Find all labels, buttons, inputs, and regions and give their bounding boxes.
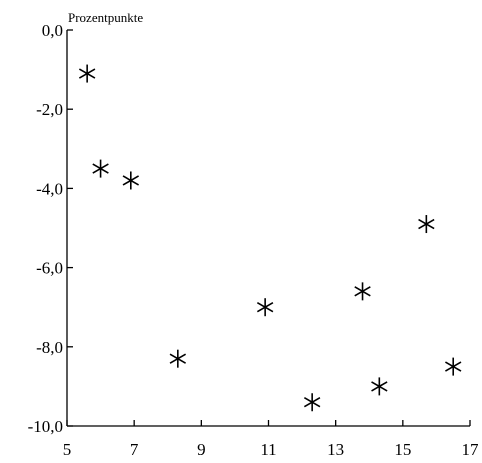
x-tick-label: 15 — [394, 440, 411, 459]
x-tick-label: 17 — [462, 440, 480, 459]
y-tick-label: 0,0 — [42, 21, 63, 40]
asterisk-stroke — [303, 397, 321, 408]
asterisk-stroke — [354, 286, 371, 297]
data-point — [78, 64, 96, 83]
y-tick-label: -6,0 — [36, 259, 63, 278]
y-tick-label: -2,0 — [36, 100, 63, 119]
x-tick-label: 11 — [260, 440, 276, 459]
asterisk-stroke — [256, 302, 274, 313]
asterisk-stroke — [371, 381, 388, 392]
data-point — [371, 377, 388, 396]
data-point — [256, 298, 274, 317]
asterisk-stroke — [122, 175, 140, 186]
asterisk-stroke — [78, 68, 96, 79]
asterisk-stroke — [445, 361, 462, 372]
data-point — [303, 393, 321, 412]
y-unit-label: Prozentpunkte — [68, 10, 143, 25]
data-point — [354, 282, 371, 301]
data-point — [169, 349, 187, 368]
axes: 0,0 -2,0 -4,0 -6,0 -8,0 -10,05 7 9 11 13 15 17 — [28, 21, 479, 459]
x-tick-label: 9 — [197, 440, 206, 459]
data-points — [78, 64, 462, 412]
asterisk-stroke — [418, 218, 435, 230]
x-tick-label: 7 — [130, 440, 139, 459]
y-tick-label: -10,0 — [28, 417, 63, 436]
y-tick-label: -4,0 — [36, 179, 63, 198]
data-point — [122, 171, 140, 190]
data-point — [418, 215, 435, 234]
asterisk-stroke — [92, 163, 109, 174]
y-tick-label: -8,0 — [36, 338, 63, 357]
x-tick-label: 5 — [63, 440, 72, 459]
data-point — [92, 159, 109, 178]
data-point — [445, 357, 462, 376]
x-tick-label: 13 — [327, 440, 344, 459]
asterisk-stroke — [169, 353, 187, 364]
